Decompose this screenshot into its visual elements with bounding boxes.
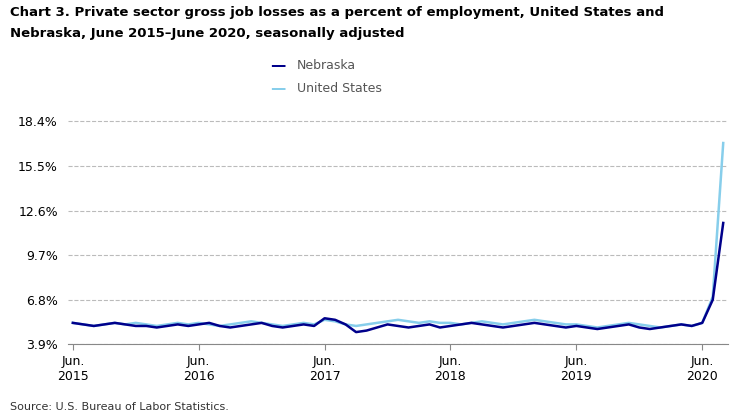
Text: Chart 3. Private sector gross job losses as a percent of employment, United Stat: Chart 3. Private sector gross job losses… (10, 6, 664, 19)
Text: United States: United States (297, 82, 382, 94)
Text: Nebraska, June 2015–June 2020, seasonally adjusted: Nebraska, June 2015–June 2020, seasonall… (10, 27, 404, 40)
Text: Source: U.S. Bureau of Labor Statistics.: Source: U.S. Bureau of Labor Statistics. (10, 402, 228, 412)
Text: Nebraska: Nebraska (297, 59, 356, 71)
Text: —: — (270, 81, 285, 96)
Text: —: — (270, 58, 285, 73)
